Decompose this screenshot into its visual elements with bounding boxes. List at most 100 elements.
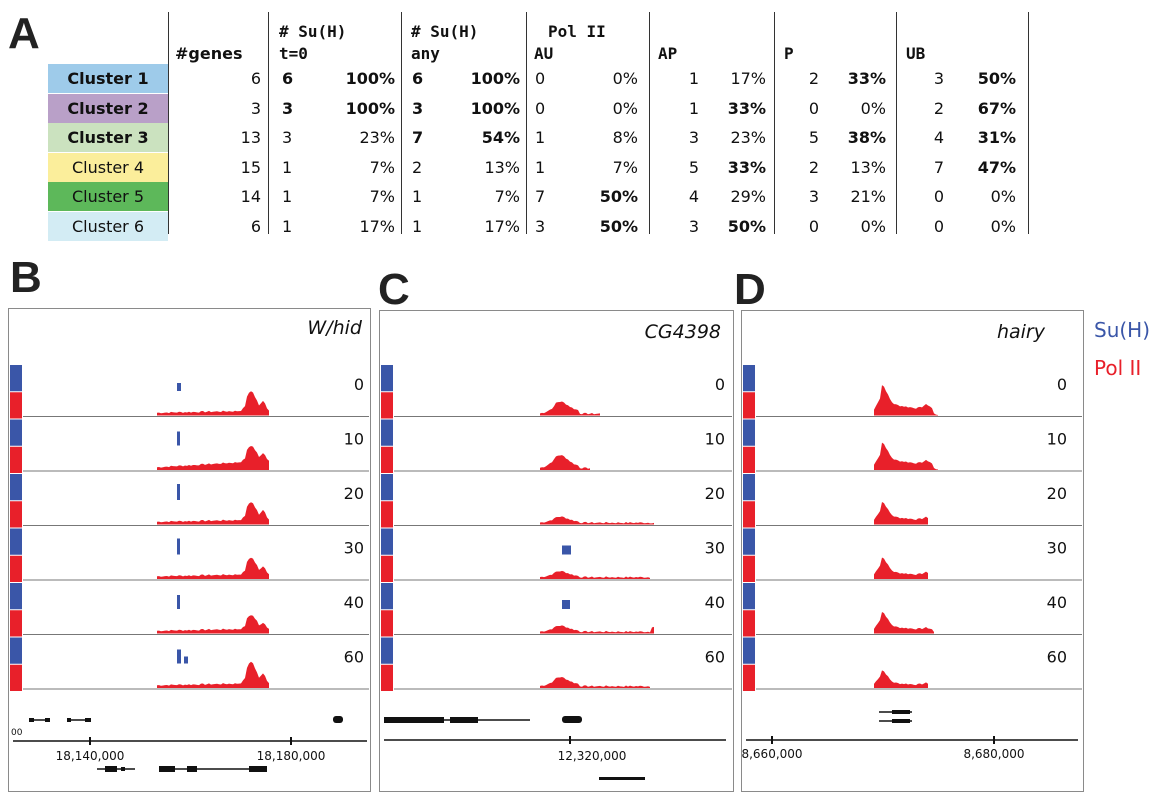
table-cell-any-n: 6 xyxy=(412,69,424,88)
table-cell-au-n: 0 xyxy=(535,98,546,118)
suh-track-bar xyxy=(381,637,393,664)
timepoint-label: 0 xyxy=(354,375,364,394)
table-cell-t0-p: 23% xyxy=(359,128,395,147)
polii-track-bar xyxy=(743,446,755,473)
polii-track-bar xyxy=(743,610,755,637)
table-cell-ap-n: 5 xyxy=(688,157,699,177)
exon xyxy=(105,766,117,772)
suh-track-bar xyxy=(381,528,393,555)
table-cell-any-p: 13% xyxy=(484,157,520,177)
table-divider xyxy=(896,12,897,234)
table-cell-any-p: 100% xyxy=(470,69,520,88)
table-cell-p-n: 2 xyxy=(808,157,819,177)
table-cell-p-p: 13% xyxy=(850,157,886,177)
table-divider xyxy=(526,12,527,234)
table-divider xyxy=(168,12,169,234)
table-cell-ap-p: 33% xyxy=(727,98,766,118)
polii-signal xyxy=(874,385,938,416)
table-cell-ap-p: 33% xyxy=(727,157,766,177)
table-cell-any-n: 7 xyxy=(412,128,424,147)
polii-signal xyxy=(540,625,654,634)
polii-signal xyxy=(874,442,938,470)
table-cell-au-p: 50% xyxy=(599,216,638,236)
legend-polii: Pol II xyxy=(1094,356,1142,380)
browser-tracks: 0 10 20 30 40 60 12,320,000 xyxy=(381,365,732,780)
timepoint-label: 60 xyxy=(1047,648,1067,667)
polii-track-bar xyxy=(743,501,755,528)
timepoint-label: 0 xyxy=(715,375,725,394)
timepoint-label: 30 xyxy=(1047,539,1067,558)
table-cell-t0-n: 6 xyxy=(282,69,294,88)
header-ub: UB xyxy=(906,44,926,63)
polii-signal xyxy=(157,615,269,634)
polii-track-bar xyxy=(381,446,393,473)
table-cell-genes: 6 xyxy=(250,69,261,88)
table-cell-ap-p: 50% xyxy=(727,216,766,236)
polii-track-bar xyxy=(381,555,393,582)
table-cell-ub-p: 0% xyxy=(990,216,1016,236)
suh-peak xyxy=(177,538,180,555)
polii-track-bar xyxy=(10,446,22,473)
header-suh-t0: # Su(H) xyxy=(279,22,347,41)
table-cell-ub-n: 7 xyxy=(933,157,944,177)
polii-track-bar xyxy=(743,664,755,691)
table-cell-p-p: 33% xyxy=(847,69,886,88)
cluster-label: Cluster 5 xyxy=(48,182,168,211)
table-cell-genes: 15 xyxy=(240,157,261,177)
table-cell-p-n: 0 xyxy=(808,98,819,118)
exon xyxy=(29,718,34,722)
table-cell-ub-p: 50% xyxy=(977,69,1016,88)
table-cell-t0-p: 7% xyxy=(369,157,395,177)
gene-model xyxy=(599,777,645,780)
coordinate-label: 18,140,000 xyxy=(56,749,125,763)
table-cell-au-p: 8% xyxy=(612,128,638,147)
suh-track-bar xyxy=(381,365,393,392)
table-cell-ub-n: 4 xyxy=(933,128,944,147)
table-cell-t0-n: 1 xyxy=(282,157,293,177)
timepoint-label: 30 xyxy=(344,539,364,558)
browser-tracks: 0 10 20 30 40 60 00 18,140,000 18,180,000 xyxy=(10,365,369,772)
table-cell-ap-n: 4 xyxy=(688,187,699,206)
polii-track-bar xyxy=(743,392,755,419)
table-cell-any-p: 54% xyxy=(481,128,520,147)
suh-track-bar xyxy=(743,419,755,446)
cluster-label: Cluster 3 xyxy=(48,123,168,152)
table-cell-t0-n: 3 xyxy=(282,98,294,118)
gene-name: hairy xyxy=(996,321,1045,343)
header-polii: Pol II xyxy=(548,22,606,41)
timepoint-label: 30 xyxy=(705,539,725,558)
header-suh-any-sub: any xyxy=(411,44,440,63)
polii-track-bar xyxy=(10,610,22,637)
coordinate-label: 8,680,000 xyxy=(963,747,1024,761)
suh-track-bar xyxy=(743,474,755,501)
suh-peak xyxy=(177,484,180,500)
suh-peak xyxy=(562,545,571,555)
suh-peak xyxy=(177,383,181,391)
table-cell-ub-p: 47% xyxy=(977,157,1016,177)
table-cell-ap-n: 1 xyxy=(688,69,699,88)
polii-signal xyxy=(157,445,269,470)
table-cell-au-n: 0 xyxy=(535,69,546,88)
table-cell-any-p: 100% xyxy=(470,98,520,118)
timepoint-label: 10 xyxy=(344,430,364,449)
table-cell-any-n: 3 xyxy=(412,98,424,118)
table-cell-au-n: 3 xyxy=(535,216,546,236)
table-cell-ap-n: 3 xyxy=(688,128,699,147)
table-cell-p-p: 21% xyxy=(850,187,886,206)
cluster-summary-table: #genes # Su(H) t=0 # Su(H) any Pol II AU… xyxy=(44,12,1034,241)
suh-track-bar xyxy=(743,528,755,555)
table-cell-ub-n: 2 xyxy=(933,98,944,118)
table-cell-au-n: 1 xyxy=(535,128,546,147)
header-p: P xyxy=(784,44,794,63)
timepoint-label: 0 xyxy=(1057,375,1067,394)
table-cell-genes: 13 xyxy=(240,128,261,147)
panel-letter-b: B xyxy=(10,253,42,302)
table-divider xyxy=(401,12,402,234)
panel-letter-d: D xyxy=(734,265,766,314)
gene-name: W/hid xyxy=(307,317,362,339)
table-divider xyxy=(649,12,650,234)
table-cell-ub-n: 0 xyxy=(933,187,944,206)
suh-peak xyxy=(177,595,180,609)
coordinate-label: 18,180,000 xyxy=(257,749,326,763)
table-cell-p-p: 0% xyxy=(860,216,886,236)
